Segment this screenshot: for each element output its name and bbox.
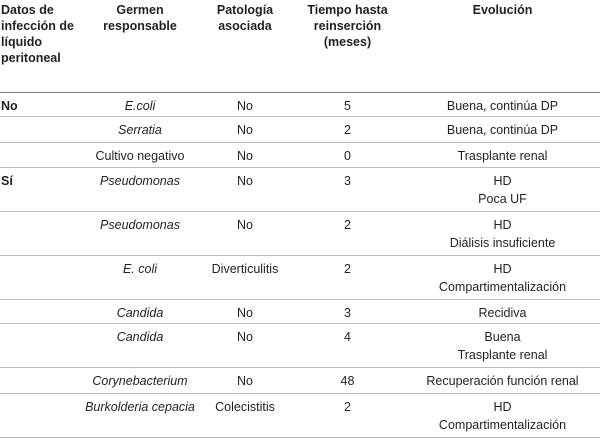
table-row: Cultivo negativo No 0 Trasplante renal [0,142,600,168]
table-cell: No [200,211,290,256]
table-cell: Sí [0,167,80,212]
table-row: Serratia No 2 Buena, continúa DP [0,116,600,143]
table-cell: Buena, continúa DP [405,92,600,117]
table-cell: Recuperación función renal [405,367,600,394]
table-cell: No [200,323,290,368]
table-row: No E.coli No 5 Buena, continúa DP [0,92,600,117]
table-cell: 5 [290,92,405,117]
cell-line: Recuperación función renal [426,374,579,388]
table-row: E. coli Diverticulitis 2 HD Compartimentaliz… [0,255,600,300]
cell-line: Buena, continúa DP [446,99,559,113]
header-cell: Patología asociada [200,0,290,93]
table-cell: 2 [290,393,405,438]
table-cell: Diverticulitis [200,255,290,300]
table-cell [0,116,80,143]
cell-line: Diálisis insuficiente [449,236,556,250]
cell-line: Buena [484,330,521,344]
header-cell: Germen responsable [80,0,200,93]
table-cell: HD Poca UF [405,167,600,212]
table-row: Burkolderia cepacia Colecistitis 2 HD Compar… [0,393,600,438]
header-cell: Tiempo hasta reinserción (meses) [290,0,405,93]
cell-line: Trasplante renal [457,348,548,362]
table-row: Pseudomonas No 2 HD Diálisis insuficiente [0,211,600,256]
cell-line: HD [493,262,512,276]
table-cell: Colecistitis [200,393,290,438]
table-cell: 4 [290,323,405,368]
table-row: Candida No 3 Recidiva [0,299,600,324]
table-cell: Trasplante renal [405,142,600,168]
table-cell: Pseudomonas [80,211,200,256]
table-cell: 48 [290,367,405,394]
header-cell: Datos de infección de líquido peritoneal [0,0,80,93]
table-cell: 3 [290,299,405,324]
table-row: Candida No 4 Buena Trasplante renal [0,323,600,368]
table-cell: Serratia [80,116,200,143]
table-cell: 2 [290,211,405,256]
cell-line: Trasplante renal [457,149,548,163]
table-cell [0,323,80,368]
table-cell: HD Diálisis insuficiente [405,211,600,256]
table-cell: No [200,367,290,394]
table-cell: Corynebacterium [80,367,200,394]
table-cell [0,367,80,394]
cell-line: HD [493,218,512,232]
cell-line: Compartimentalización [438,418,567,432]
table-cell: Buena, continúa DP [405,116,600,143]
table-cell: Pseudomonas [80,167,200,212]
table-cell: 2 [290,116,405,143]
table-cell: 3 [290,167,405,212]
cell-line: Recidiva [478,306,527,320]
table-cell [0,255,80,300]
table-cell [0,211,80,256]
table-cell [0,299,80,324]
table-cell: No [200,116,290,143]
table-cell: No [200,92,290,117]
table-row: Sí Pseudomonas No 3 HD Poca UF [0,167,600,212]
table-cell: No [200,299,290,324]
cell-line: Buena, continúa DP [446,123,559,137]
table-cell: Candida [80,323,200,368]
table-cell: Candida [80,299,200,324]
table-row: Corynebacterium No 48 Recuperación función … [0,367,600,394]
table-cell: No [200,167,290,212]
table-cell: No [0,92,80,117]
table-cell: HD Compartimentalización [405,393,600,438]
table-cell [0,142,80,168]
table-cell: No [200,142,290,168]
table-cell: HD Compartimentalización [405,255,600,300]
table-cell: E. coli [80,255,200,300]
table-cell: Buena Trasplante renal [405,323,600,368]
cell-line: HD [493,174,512,188]
table-cell: Recidiva [405,299,600,324]
table-cell: 2 [290,255,405,300]
header-row: Datos de infección de líquido peritoneal… [0,0,600,93]
cell-line: Poca UF [478,192,527,206]
cell-line: HD [493,400,512,414]
table-cell [0,393,80,438]
table-cell: 0 [290,142,405,168]
header-cell: Evolución [405,0,600,93]
table-cell: Cultivo negativo [80,142,200,168]
table-cell: E.coli [80,92,200,117]
cell-line: Compartimentalización [438,280,567,294]
table-cell: Burkolderia cepacia [80,393,200,438]
